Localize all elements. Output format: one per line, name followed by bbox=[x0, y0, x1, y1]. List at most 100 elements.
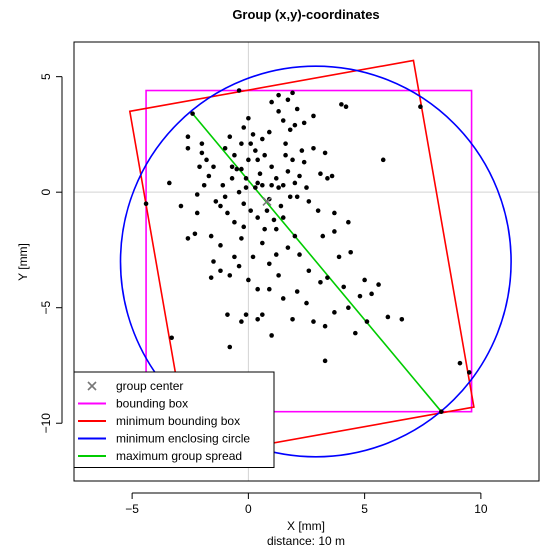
y-axis-title: Y [mm] bbox=[16, 243, 30, 281]
legend-label: minimum bounding box bbox=[116, 414, 240, 428]
group-center-marker bbox=[262, 196, 272, 206]
data-point bbox=[246, 115, 251, 121]
data-point bbox=[283, 152, 288, 158]
data-point bbox=[304, 300, 309, 306]
data-point bbox=[227, 134, 233, 140]
legend-symbol-group-center bbox=[87, 381, 97, 391]
data-point bbox=[199, 141, 205, 146]
data-point bbox=[269, 182, 274, 188]
data-point bbox=[260, 240, 265, 246]
data-point bbox=[318, 171, 323, 176]
data-point bbox=[218, 203, 223, 209]
data-point bbox=[194, 210, 200, 216]
y-tick-label: 0 bbox=[39, 189, 53, 196]
data-point bbox=[271, 217, 277, 223]
data-point bbox=[178, 203, 184, 209]
data-point bbox=[201, 182, 207, 188]
data-point bbox=[294, 289, 300, 294]
data-point bbox=[273, 252, 279, 257]
y-tick-label: 5 bbox=[39, 73, 53, 80]
data-point bbox=[229, 164, 235, 170]
data-point bbox=[341, 284, 347, 290]
data-point bbox=[292, 180, 298, 186]
data-point bbox=[227, 344, 233, 350]
data-point bbox=[250, 132, 256, 137]
data-point bbox=[257, 171, 263, 176]
data-point bbox=[255, 157, 260, 163]
data-point bbox=[255, 180, 260, 186]
data-point bbox=[208, 233, 214, 239]
legend-label: group center bbox=[116, 379, 183, 393]
data-point bbox=[194, 192, 200, 197]
data-point bbox=[234, 166, 240, 172]
chart-title: Group (x,y)-coordinates bbox=[232, 7, 379, 22]
data-point bbox=[243, 312, 249, 317]
data-point bbox=[336, 254, 342, 260]
data-point bbox=[290, 90, 295, 96]
data-point bbox=[283, 141, 288, 146]
data-point bbox=[241, 201, 247, 207]
data-point bbox=[439, 409, 444, 414]
data-point bbox=[273, 226, 279, 232]
data-point bbox=[294, 194, 300, 200]
data-point bbox=[260, 312, 265, 317]
data-point bbox=[255, 215, 260, 220]
legend: group center bounding box minimum bounding… bbox=[73, 371, 275, 468]
data-point bbox=[169, 335, 174, 341]
data-point bbox=[208, 275, 214, 280]
legend-label: bounding box bbox=[116, 397, 188, 411]
data-point bbox=[218, 268, 223, 274]
data-point bbox=[211, 164, 216, 170]
data-point bbox=[315, 208, 321, 213]
data-point bbox=[311, 113, 316, 119]
data-point bbox=[246, 277, 251, 283]
data-point bbox=[267, 129, 272, 135]
group-shapes bbox=[119, 59, 512, 459]
data-point bbox=[325, 176, 330, 181]
data-point bbox=[222, 145, 228, 151]
data-point bbox=[276, 185, 281, 190]
data-point bbox=[294, 106, 300, 112]
data-point bbox=[241, 224, 247, 230]
data-point bbox=[246, 157, 251, 163]
data-point bbox=[362, 277, 367, 283]
data-point bbox=[267, 286, 272, 292]
data-point bbox=[206, 173, 212, 179]
data-point bbox=[218, 243, 223, 248]
data-point bbox=[239, 141, 244, 146]
data-point bbox=[418, 104, 423, 109]
data-point bbox=[290, 316, 295, 322]
data-point bbox=[260, 182, 265, 188]
plot-frame bbox=[73, 41, 540, 482]
data-point bbox=[311, 145, 316, 151]
data-point bbox=[276, 109, 281, 114]
data-point bbox=[199, 150, 205, 156]
data-point bbox=[285, 97, 291, 103]
legend-label: maximum group spread bbox=[116, 449, 242, 463]
data-point bbox=[306, 268, 312, 274]
data-point bbox=[311, 319, 316, 324]
data-point bbox=[262, 226, 267, 232]
data-point bbox=[376, 282, 381, 287]
data-point bbox=[332, 310, 337, 315]
data-point bbox=[250, 254, 256, 260]
data-point bbox=[318, 279, 323, 285]
data-point bbox=[236, 88, 242, 93]
data-point bbox=[332, 229, 337, 234]
data-point bbox=[306, 199, 312, 204]
data-point bbox=[339, 102, 344, 107]
data-point bbox=[304, 185, 309, 190]
data-point bbox=[255, 286, 260, 292]
data-point bbox=[357, 293, 363, 299]
data-point bbox=[192, 231, 198, 237]
data-point bbox=[211, 259, 216, 264]
data-point bbox=[229, 176, 235, 181]
data-point bbox=[225, 210, 230, 216]
data-point bbox=[280, 118, 286, 123]
data-point bbox=[364, 319, 370, 324]
data-point bbox=[185, 236, 191, 241]
data-point bbox=[232, 254, 237, 260]
legend-label: minimum enclosing circle bbox=[116, 432, 250, 446]
data-point bbox=[241, 125, 247, 130]
data-point bbox=[343, 104, 349, 109]
